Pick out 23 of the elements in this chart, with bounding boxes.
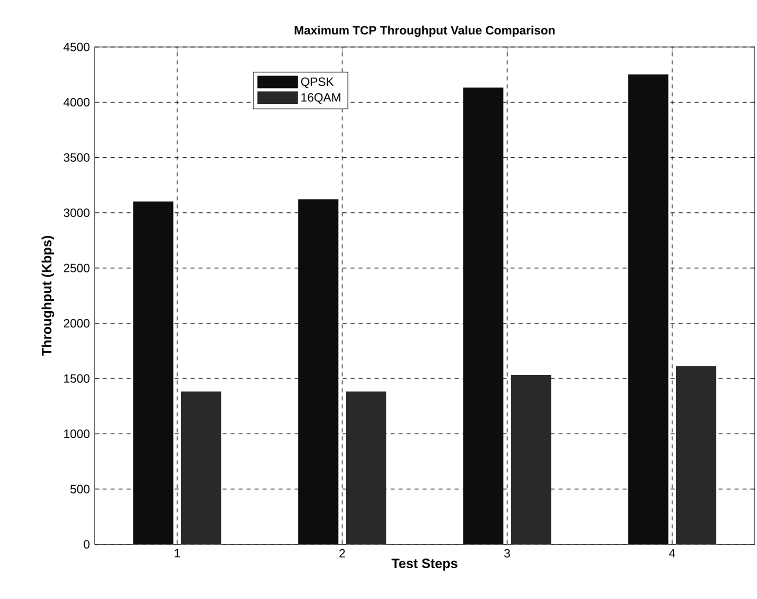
y-tick-label: 1500 <box>64 374 90 383</box>
y-tick-label: 4000 <box>64 98 90 107</box>
y-tick-label: 500 <box>70 484 90 494</box>
y-axis-title: Throughput (Kbps) <box>42 236 54 356</box>
bar <box>628 74 668 544</box>
x-tick-label: 1 <box>174 549 180 558</box>
y-tick-label: 1000 <box>64 430 90 438</box>
legend-label: QPSK <box>301 77 334 88</box>
y-tick-label: 3500 <box>64 153 90 162</box>
x-tick-label: 2 <box>339 549 345 558</box>
legend-label: 16QAM <box>301 93 340 104</box>
bar <box>463 88 504 544</box>
x-axis-title: Test Steps <box>392 558 458 571</box>
x-tick-label: 3 <box>504 549 510 558</box>
y-tick-label: 0 <box>84 540 90 549</box>
chart-title: Maximum TCP Throughput Value Comparison <box>294 26 555 37</box>
x-tick-label: 4 <box>669 549 676 558</box>
y-tick-label: 2500 <box>64 264 90 272</box>
y-tick-label: 3000 <box>64 208 90 218</box>
y-tick-label: 2000 <box>64 319 90 328</box>
y-tick-label: 4500 <box>64 42 90 52</box>
bar <box>133 201 174 544</box>
bar <box>298 199 338 544</box>
